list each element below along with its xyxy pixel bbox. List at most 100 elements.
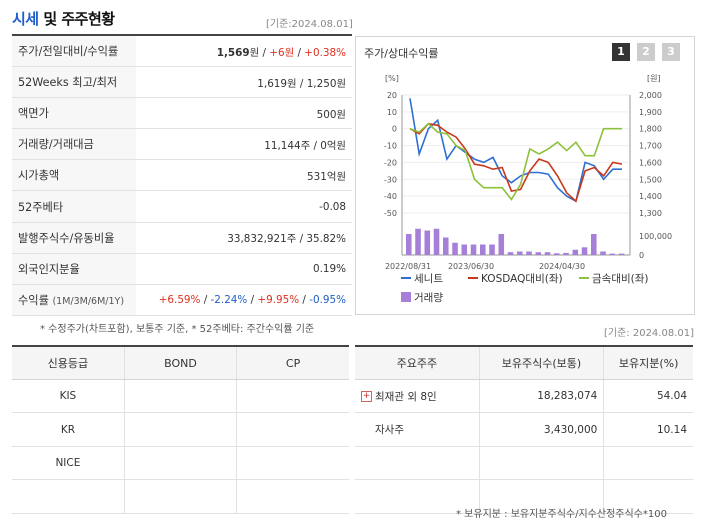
section-title-rest: 및 주주현황 bbox=[43, 10, 115, 28]
volume-bar bbox=[544, 252, 551, 255]
volume-bar bbox=[433, 228, 440, 255]
holder-name bbox=[355, 479, 480, 514]
chart-tab-1[interactable]: 1 bbox=[612, 43, 630, 61]
top-rule bbox=[12, 34, 352, 36]
chart-tab-2[interactable]: 2 bbox=[637, 43, 655, 61]
current-price: 1,569 bbox=[216, 46, 250, 59]
table-row: KR bbox=[12, 412, 349, 447]
base-date: [기준:2024.08.01] bbox=[266, 19, 353, 30]
row-label: 시가총액 bbox=[12, 159, 136, 192]
legend-label-0: 세니트 bbox=[414, 273, 443, 285]
x-tick-label: 2022/08/31 bbox=[385, 262, 431, 271]
table-cell bbox=[236, 446, 349, 481]
volume-bar bbox=[507, 252, 514, 255]
volume-bar bbox=[554, 253, 560, 255]
row-label: 52Weeks 최고/최저 bbox=[12, 66, 136, 99]
col-header: 보유지분(%) bbox=[603, 346, 693, 380]
holder-name: 자사주 bbox=[355, 412, 480, 447]
left-tick-label: 0 bbox=[392, 125, 397, 134]
expand-icon[interactable]: + bbox=[361, 391, 372, 403]
chart-panel bbox=[355, 36, 695, 315]
row-value: 0.19% bbox=[136, 253, 352, 285]
returns-label: 수익률 bbox=[18, 293, 49, 307]
row-label: 52주베타 bbox=[12, 190, 136, 223]
col-header: 보유주식수(보통) bbox=[479, 346, 605, 380]
table-cell bbox=[12, 479, 125, 514]
holder-shares: 18,283,074 bbox=[479, 379, 605, 414]
major-holders-table: 주요주주 보유주식수(보통) 보유지분(%) + 최재관 외 8인 18,283,… bbox=[355, 345, 693, 514]
right-tick-label: 2,000 bbox=[639, 91, 662, 100]
table-header-row: 주요주주 보유주식수(보통) 보유지분(%) bbox=[355, 346, 693, 380]
row-label: 주가/전일대비/수익률 bbox=[12, 36, 136, 68]
volume-bar bbox=[618, 253, 625, 255]
left-tick-label: -20 bbox=[384, 158, 397, 167]
volume-bar bbox=[480, 244, 486, 255]
row-value: 500원 bbox=[136, 97, 352, 130]
holder-name-cell[interactable]: + 최재관 외 8인 bbox=[355, 379, 480, 414]
row-label: 외국인지분율 bbox=[12, 253, 136, 285]
holder-name bbox=[355, 446, 480, 481]
table-row: 시가총액 531억원 bbox=[12, 159, 352, 192]
table-header-row: 신용등급 BOND CP bbox=[12, 346, 349, 380]
table-row bbox=[355, 446, 693, 481]
row-label: 발행주식수/유동비율 bbox=[12, 222, 136, 254]
series-line-1 bbox=[409, 122, 623, 203]
table-row: KIS bbox=[12, 379, 349, 414]
table-cell: KIS bbox=[12, 379, 125, 414]
row-value: 531억원 bbox=[136, 159, 352, 192]
right-tick-label: 1,400 bbox=[639, 192, 662, 201]
left-tick-label: -10 bbox=[384, 142, 397, 151]
volume-bar bbox=[424, 230, 431, 255]
left-tick-label: -30 bbox=[384, 175, 397, 184]
holder-shares: 3,430,000 bbox=[479, 412, 605, 447]
table-cell bbox=[124, 446, 238, 481]
legend-label-1: KOSDAQ대비(좌) bbox=[481, 273, 563, 285]
section-title: 시세 및 주주현황 bbox=[12, 8, 115, 29]
x-tick-label: 2023/06/30 bbox=[448, 262, 494, 271]
volume-bar bbox=[443, 237, 449, 255]
price-rate: +0.38% bbox=[304, 46, 346, 59]
table-cell bbox=[236, 412, 349, 447]
credit-rating-table: 신용등급 BOND CP KIS KR NICE bbox=[12, 345, 349, 514]
holder-pct: 10.14 bbox=[603, 412, 693, 447]
table-cell: KR bbox=[12, 412, 125, 447]
holder-pct bbox=[603, 446, 693, 481]
volume-bar bbox=[406, 234, 412, 255]
table-row: 수익률 (1M/3M/6M/1Y) +6.59% / -2.24% / +9.9… bbox=[12, 284, 352, 316]
volume-bar bbox=[535, 252, 542, 255]
return-1y: -0.95% bbox=[309, 293, 346, 306]
chart-tab-3[interactable]: 3 bbox=[662, 43, 680, 61]
footnote-left: * 수정주가(차트포함), 보통주 기준, * 52주베타: 주간수익률 기준 bbox=[40, 324, 315, 335]
price-change: +6원 bbox=[269, 46, 295, 59]
table-row: 자사주 3,430,000 10.14 bbox=[355, 412, 693, 447]
table-cell bbox=[124, 412, 238, 447]
left-tick-label: -40 bbox=[384, 192, 397, 201]
right-tick-label: 1,700 bbox=[639, 142, 662, 151]
table-cell bbox=[124, 479, 238, 514]
volume-bar bbox=[591, 234, 597, 255]
col-header: 신용등급 bbox=[12, 346, 125, 380]
holder-pct: 54.04 bbox=[603, 379, 693, 414]
legend-label-volume: 거래량 bbox=[414, 292, 443, 304]
volume-bar bbox=[572, 249, 579, 255]
chart-title: 주가/상대수익률 bbox=[364, 47, 439, 60]
volume-bar bbox=[526, 251, 532, 255]
volume-bar bbox=[415, 228, 421, 255]
table-row: 발행주식수/유동비율 33,832,921주 / 35.82% bbox=[12, 222, 352, 254]
table-row: 거래량/거래대금 11,144주 / 0억원 bbox=[12, 128, 352, 161]
col-header: CP bbox=[236, 346, 349, 380]
table-cell bbox=[236, 479, 349, 514]
legend-label-2: 금속대비(좌) bbox=[592, 273, 649, 285]
table-row: 주가/전일대비/수익률 1,569원 / +6원 / +0.38% bbox=[12, 36, 352, 68]
legend-swatch-volume bbox=[401, 292, 411, 302]
section-title-highlight: 시세 bbox=[12, 10, 39, 28]
volume-bar bbox=[600, 251, 606, 255]
table-row: 52Weeks 최고/최저 1,619원 / 1,250원 bbox=[12, 66, 352, 99]
return-3m: -2.24% bbox=[210, 293, 248, 306]
holder-shares bbox=[479, 446, 605, 481]
row-value: -0.08 bbox=[136, 190, 352, 223]
price-value: 1,569원 / +6원 / +0.38% bbox=[136, 36, 352, 68]
row-value: 1,619원 / 1,250원 bbox=[136, 66, 352, 99]
price-info-table: 주가/전일대비/수익률 1,569원 / +6원 / +0.38% 52Week… bbox=[12, 36, 352, 316]
left-axis-unit: [%] bbox=[385, 74, 399, 83]
